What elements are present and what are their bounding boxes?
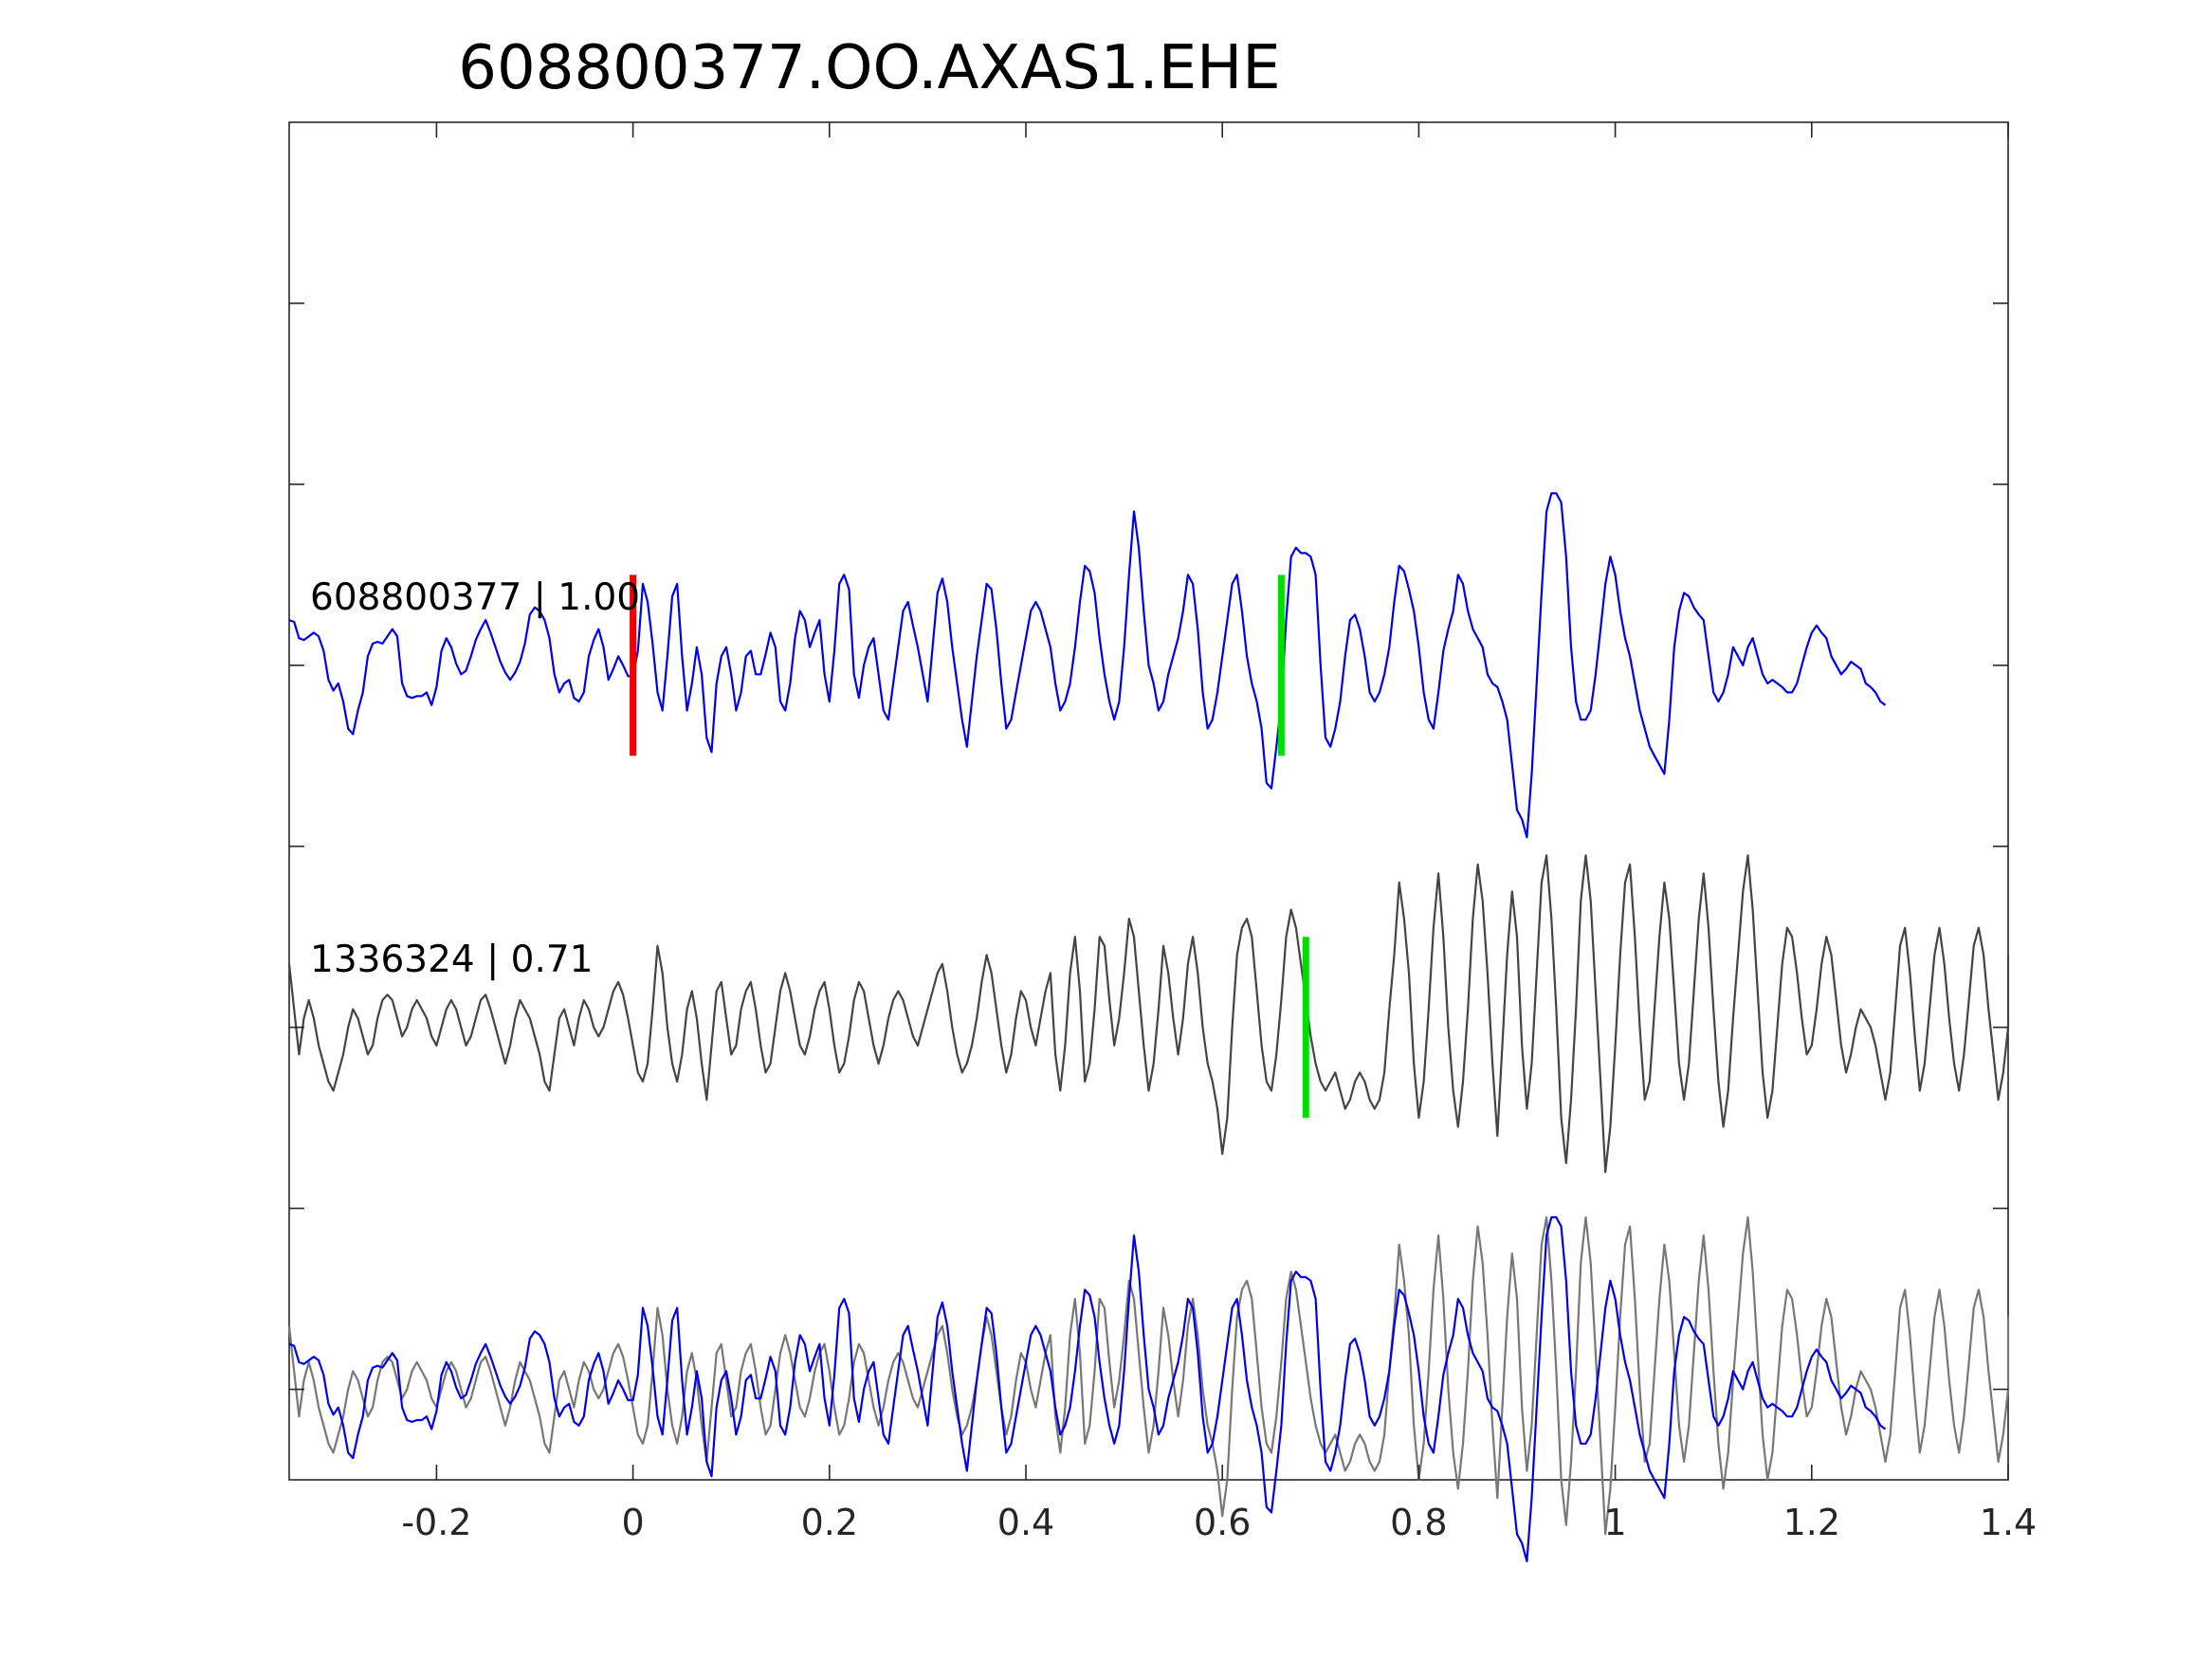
traces-layer (287, 492, 2010, 1562)
trace-label: 608800377 | 1.00 (310, 576, 640, 619)
chart-title: 608800377.OO.AXAS1.EHE (458, 33, 1280, 103)
overlay-template-trace (288, 1216, 1887, 1562)
x-tick-label: 0.8 (1390, 1502, 1447, 1543)
x-tick-label: 0.2 (801, 1502, 858, 1543)
x-tick-label: 1.4 (1980, 1502, 2037, 1543)
overlay-match-trace (287, 1216, 2010, 1536)
ticks-layer: -0.2 0 0.2 0.4 0.6 0.8 1 1.2 1.4 (289, 122, 2037, 1543)
x-tick-label: 0.6 (1194, 1502, 1251, 1543)
picks-layer (630, 574, 1309, 1119)
x-tick-label: -0.2 (401, 1502, 471, 1543)
trace-match (287, 854, 2010, 1174)
x-tick-label: 1.2 (1783, 1502, 1840, 1543)
trace-label: 1336324 | 0.71 (310, 939, 593, 981)
plot-area (288, 121, 2009, 1481)
x-tick-label: 1 (1604, 1502, 1627, 1543)
x-tick-label: 0.4 (997, 1502, 1054, 1543)
trace-template (288, 492, 1887, 839)
labels-layer: 608800377 | 1.00 1336324 | 0.71 (310, 576, 640, 981)
x-tick-label: 0 (622, 1502, 645, 1543)
